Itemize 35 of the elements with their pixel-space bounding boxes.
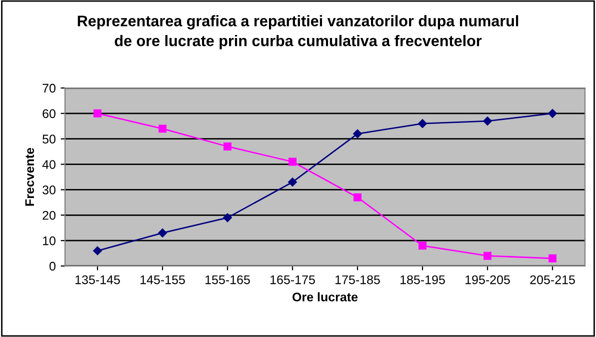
x-tick-label: 185-195 (400, 275, 445, 284)
point (483, 116, 492, 126)
x-tick-label: 195-205 (466, 275, 510, 284)
point (548, 108, 557, 118)
y-tick-label: 50 (42, 134, 56, 144)
point (158, 124, 166, 133)
point (223, 213, 232, 222)
point (158, 228, 167, 238)
y-tick-label: 10 (43, 236, 56, 246)
x-tick-label: 135-145 (76, 275, 120, 284)
x-tick-label: 205-215 (530, 275, 575, 284)
y-axis-title: Frecvente (25, 148, 34, 206)
y-tick-label: 40 (42, 160, 56, 169)
point (94, 109, 102, 118)
point (288, 178, 297, 187)
point (484, 252, 492, 260)
y-tick-label: 30 (42, 186, 56, 194)
point (418, 119, 427, 128)
point (353, 129, 362, 138)
point (418, 242, 426, 250)
y-tick-label: 70 (42, 84, 56, 93)
x-tick-label: 145-155 (140, 275, 185, 284)
x-tick-label: 155-165 (206, 275, 250, 284)
x-tick-label: 175-185 (336, 275, 380, 284)
y-tick-label: 20 (42, 210, 56, 220)
y-tick-label: 0 (50, 262, 56, 271)
point (224, 142, 232, 150)
point (548, 254, 556, 262)
x-axis-title: Ore lucrate (292, 292, 358, 302)
point (354, 193, 362, 202)
chart-title: Reprezentarea grafica a repartitiei vanzatorilor dupa numarul de ore lucrate prin curba cumulativa a frecventelor (78, 15, 518, 50)
x-tick-label: 165-175 (270, 275, 315, 284)
y-tick-label: 60 (42, 109, 56, 118)
point (288, 158, 296, 166)
point (93, 246, 102, 256)
